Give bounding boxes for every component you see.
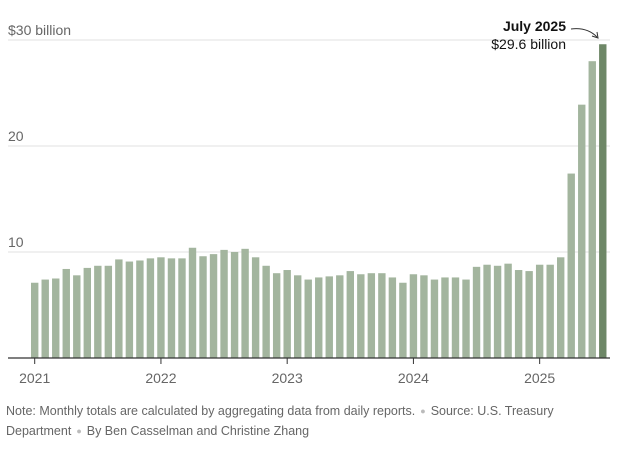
x-tick-label: 2023 — [272, 370, 303, 386]
bar — [525, 271, 533, 358]
x-tick-label: 2022 — [145, 370, 176, 386]
bar — [283, 270, 291, 358]
bar — [41, 279, 49, 358]
bar — [430, 279, 439, 358]
bar — [230, 252, 239, 358]
y-tick-label: 20 — [8, 128, 24, 144]
annotation-arrow — [570, 28, 598, 38]
bar — [104, 265, 113, 358]
annotation: July 2025 $29.6 billion — [491, 18, 599, 52]
annotation-value: $29.6 billion — [491, 36, 566, 52]
bar — [115, 259, 123, 358]
bar — [504, 263, 512, 358]
bar-chart: $30 billion 20 10 2021 2022 2023 2024 2025 Jul… — [8, 18, 610, 386]
bar — [136, 260, 144, 358]
bar — [336, 275, 344, 358]
bar — [578, 104, 586, 358]
footnote-note: Note: Monthly totals are calculated by a… — [6, 404, 416, 418]
bar — [325, 276, 333, 358]
bar — [441, 277, 449, 358]
bar — [199, 256, 207, 358]
bar — [220, 249, 228, 358]
annotation-arrowhead — [591, 31, 599, 39]
bar — [493, 265, 502, 358]
bar — [557, 257, 565, 358]
bar — [178, 258, 186, 358]
bar — [399, 282, 407, 358]
bar — [188, 247, 197, 358]
bar — [367, 273, 376, 358]
bar — [315, 277, 323, 358]
bar — [451, 277, 460, 358]
bar — [567, 173, 575, 358]
x-axis-labels: 2021 2022 2023 2024 2025 — [19, 370, 555, 386]
bar — [209, 254, 218, 358]
bar — [272, 273, 281, 358]
bar — [409, 274, 418, 358]
bar — [546, 264, 554, 358]
bar — [346, 271, 354, 358]
gridlines — [8, 39, 610, 253]
x-axis — [8, 357, 610, 364]
bar — [483, 264, 491, 358]
bar — [472, 266, 481, 358]
bar — [462, 279, 470, 358]
bar — [52, 278, 60, 358]
bar — [94, 265, 102, 358]
bars — [31, 44, 607, 359]
bar — [357, 274, 365, 358]
bar — [157, 257, 165, 358]
bar — [535, 264, 544, 358]
chart-footnote: Note: Monthly totals are calculated by a… — [6, 401, 618, 441]
bar — [514, 270, 523, 358]
bar — [378, 273, 386, 358]
y-tick-label: 10 — [8, 234, 24, 250]
bar — [251, 257, 260, 358]
bar — [294, 275, 302, 358]
bar — [588, 61, 596, 358]
footnote-byline: By Ben Casselman and Christine Zhang — [86, 424, 310, 438]
footnote-source: Source: U.S. Treasury Department — [6, 404, 554, 438]
x-tick-label: 2025 — [524, 370, 555, 386]
bar — [31, 282, 39, 358]
separator-dot: ● — [420, 406, 426, 416]
x-tick-label: 2024 — [398, 370, 429, 386]
bar — [83, 267, 91, 358]
bar — [420, 275, 428, 358]
bar — [262, 265, 270, 358]
bar — [146, 258, 155, 358]
x-tick-label: 2021 — [19, 370, 50, 386]
bar — [388, 277, 397, 358]
bar — [167, 258, 176, 358]
bar — [304, 279, 312, 358]
annotation-title: July 2025 — [503, 18, 566, 34]
bar — [241, 248, 249, 358]
separator-dot: ● — [76, 426, 82, 436]
bar — [599, 44, 607, 359]
y-axis-labels: $30 billion 20 10 — [8, 22, 71, 250]
bar — [125, 261, 134, 358]
y-tick-label: $30 billion — [8, 22, 71, 38]
bar — [62, 268, 70, 358]
bar — [73, 275, 81, 358]
